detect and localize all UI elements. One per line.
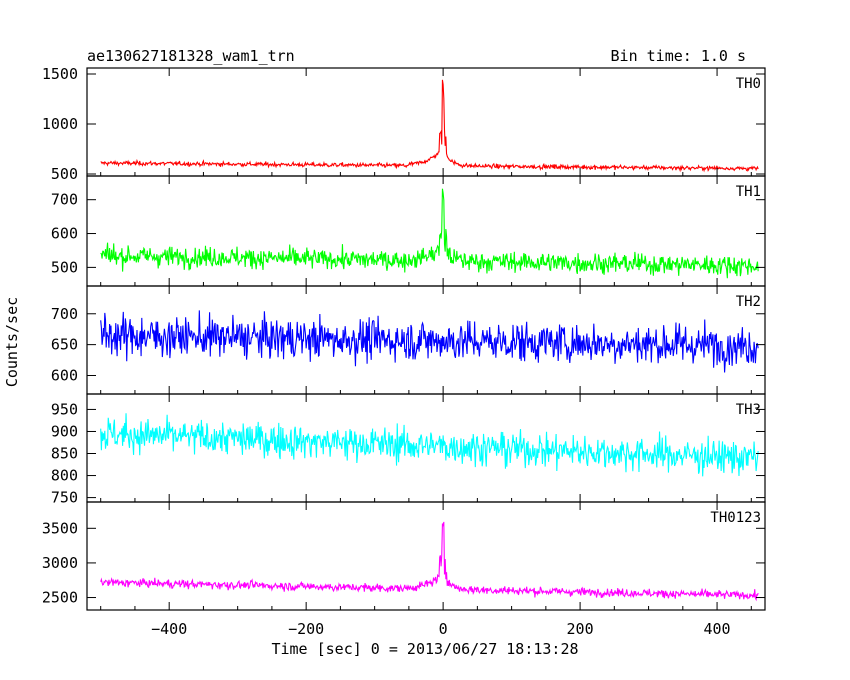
- panel-th2: 600 650 700 TH2: [51, 285, 766, 395]
- panel-label-th1: TH1: [736, 184, 761, 200]
- y-axis-label: Counts/sec: [3, 297, 21, 387]
- y-tick-label: 950: [51, 400, 78, 418]
- x-axis: −400 −200 0 200 400: [151, 620, 730, 638]
- panel-frame: [86, 67, 766, 177]
- y-tick-label: 750: [51, 489, 78, 507]
- y-tick-label: 650: [51, 336, 78, 354]
- y-tick-label: 1000: [42, 115, 78, 133]
- panel-th0: 500 1000 1500 TH0: [42, 65, 766, 183]
- y-tick-label: 1500: [42, 65, 78, 83]
- panel-th1: 500 600 700 TH1: [51, 175, 766, 287]
- panel-frame: [86, 393, 766, 503]
- panel-label-th2: TH2: [736, 294, 761, 310]
- y-tick-label: 600: [51, 366, 78, 384]
- y-tick-label: 900: [51, 422, 78, 440]
- panels-group: 500 1000 1500 TH0 500 600 700 TH1 600 650 700 TH2 75…: [42, 65, 766, 611]
- panel-frame: [86, 501, 766, 611]
- x-tick-label: −200: [288, 620, 324, 638]
- x-axis-label: Time [sec] 0 = 2013/06/27 18:13:28: [271, 640, 578, 658]
- panel-label-th0: TH0: [736, 76, 761, 92]
- series-line-th2: [100, 310, 759, 373]
- series-line-th1: [100, 188, 759, 279]
- y-tick-label: 500: [51, 258, 78, 276]
- y-tick-label: 2500: [42, 589, 78, 607]
- series-line-th0: [100, 79, 759, 173]
- y-tick-label: 850: [51, 445, 78, 463]
- x-tick-label: 400: [704, 620, 731, 638]
- y-tick-label: 700: [51, 191, 78, 209]
- x-tick-label: 200: [567, 620, 594, 638]
- panel-label-th0123: TH0123: [710, 510, 761, 526]
- y-tick-label: 3500: [42, 519, 78, 537]
- y-tick-label: 3000: [42, 554, 78, 572]
- x-tick-label: 0: [439, 620, 448, 638]
- series-line-th0123: [100, 521, 759, 602]
- x-tick-label: −400: [151, 620, 187, 638]
- panel-th3: 750 800 850 900 950 TH3: [51, 393, 766, 507]
- y-tick-label: 700: [51, 305, 78, 323]
- chart-title-right: Bin time: 1.0 s: [611, 47, 746, 65]
- y-tick-label: 800: [51, 467, 78, 485]
- panel-th0123: 2500 3000 3500 TH0123: [42, 501, 766, 611]
- y-tick-label: 600: [51, 225, 78, 243]
- y-tick-label: 500: [51, 165, 78, 183]
- series-line-th3: [100, 413, 759, 477]
- panel-label-th3: TH3: [736, 402, 761, 418]
- chart-title-left: ae130627181328_wam1_trn: [87, 47, 295, 65]
